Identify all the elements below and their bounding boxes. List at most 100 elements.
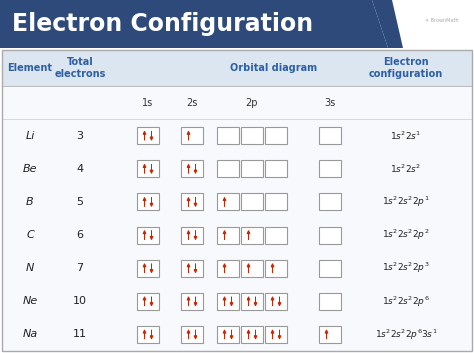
Bar	[265, 193, 287, 210]
Bar	[181, 127, 203, 144]
Bar	[319, 260, 341, 277]
Bar	[181, 326, 203, 343]
FancyArrow shape	[247, 330, 250, 339]
FancyArrow shape	[271, 264, 274, 273]
Bar	[217, 293, 239, 310]
FancyArrow shape	[247, 297, 250, 306]
Text: Total
electrons: Total electrons	[55, 57, 106, 79]
Text: $1s^22s^22p^2$: $1s^22s^22p^2$	[383, 228, 430, 242]
FancyArrow shape	[150, 330, 153, 339]
Bar	[2, 50, 472, 351]
FancyArrow shape	[187, 330, 190, 339]
Text: 2s: 2s	[186, 97, 198, 108]
Text: Be: Be	[23, 164, 37, 174]
Text: Li: Li	[25, 131, 35, 141]
Bar	[181, 260, 203, 277]
Bar	[2, 50, 472, 86]
FancyArrow shape	[150, 297, 153, 306]
FancyArrow shape	[223, 297, 226, 306]
Text: 7: 7	[76, 263, 83, 273]
Bar	[265, 227, 287, 244]
Polygon shape	[372, 0, 403, 48]
Bar	[265, 293, 287, 310]
FancyArrow shape	[223, 330, 226, 339]
FancyArrow shape	[278, 297, 281, 306]
Text: C: C	[26, 230, 34, 240]
Bar	[217, 193, 239, 210]
Bar	[217, 326, 239, 343]
Bar	[137, 127, 159, 144]
Text: Na: Na	[22, 329, 37, 340]
FancyArrow shape	[187, 297, 190, 306]
FancyArrow shape	[194, 330, 197, 339]
Text: 3: 3	[76, 131, 83, 141]
Text: Electron
configuration: Electron configuration	[369, 57, 443, 79]
Bar	[181, 293, 203, 310]
FancyArrow shape	[143, 164, 146, 173]
Text: N: N	[26, 263, 34, 273]
Bar	[265, 260, 287, 277]
Text: $1s^22s^1$: $1s^22s^1$	[390, 130, 422, 142]
FancyArrow shape	[230, 330, 233, 339]
FancyArrow shape	[187, 197, 190, 207]
Bar	[137, 260, 159, 277]
Text: 5: 5	[76, 197, 83, 207]
FancyArrow shape	[194, 264, 197, 273]
Bar	[137, 326, 159, 343]
FancyArrow shape	[143, 231, 146, 240]
FancyArrow shape	[150, 231, 153, 240]
FancyArrow shape	[271, 297, 274, 306]
Bar	[137, 160, 159, 177]
Text: $1s^22s^22p^6$: $1s^22s^22p^6$	[382, 294, 430, 309]
Bar	[217, 260, 239, 277]
Bar	[241, 127, 263, 144]
Bar	[137, 293, 159, 310]
Bar	[181, 193, 203, 210]
FancyArrow shape	[143, 131, 146, 140]
Bar	[319, 227, 341, 244]
FancyArrow shape	[194, 231, 197, 240]
FancyArrow shape	[247, 231, 250, 240]
FancyArrow shape	[187, 231, 190, 240]
FancyArrow shape	[194, 297, 197, 306]
FancyArrow shape	[223, 197, 226, 207]
Text: B: B	[26, 197, 34, 207]
FancyArrow shape	[150, 264, 153, 273]
FancyArrow shape	[194, 197, 197, 207]
Bar	[241, 227, 263, 244]
Polygon shape	[0, 0, 388, 48]
Bar	[265, 160, 287, 177]
FancyArrow shape	[187, 264, 190, 273]
Bar	[265, 326, 287, 343]
Bar	[137, 193, 159, 210]
Text: $1s^22s^2$: $1s^22s^2$	[391, 163, 422, 175]
FancyArrow shape	[254, 297, 257, 306]
FancyArrow shape	[230, 297, 233, 306]
FancyArrow shape	[325, 330, 328, 339]
Text: Element: Element	[8, 63, 53, 73]
Text: 2p: 2p	[246, 97, 258, 108]
FancyArrow shape	[187, 164, 190, 173]
FancyArrow shape	[143, 197, 146, 207]
Bar	[241, 193, 263, 210]
FancyArrow shape	[247, 264, 250, 273]
Text: $1s^22s^22p^3$: $1s^22s^22p^3$	[382, 261, 430, 275]
FancyArrow shape	[143, 330, 146, 339]
FancyArrow shape	[143, 264, 146, 273]
Bar	[319, 293, 341, 310]
Text: Orbital diagram: Orbital diagram	[230, 63, 318, 73]
Bar	[181, 160, 203, 177]
Text: $1s^22s^22p^1$: $1s^22s^22p^1$	[382, 195, 430, 209]
Text: 1s: 1s	[142, 97, 154, 108]
Bar	[319, 127, 341, 144]
Bar	[137, 227, 159, 244]
FancyArrow shape	[150, 131, 153, 140]
Bar	[319, 160, 341, 177]
Bar	[217, 127, 239, 144]
Bar	[319, 326, 341, 343]
Text: $1s^22s^22p^63s^1$: $1s^22s^22p^63s^1$	[375, 327, 438, 342]
Bar	[241, 160, 263, 177]
Text: 3s: 3s	[324, 97, 336, 108]
Bar	[241, 326, 263, 343]
FancyArrow shape	[194, 164, 197, 173]
